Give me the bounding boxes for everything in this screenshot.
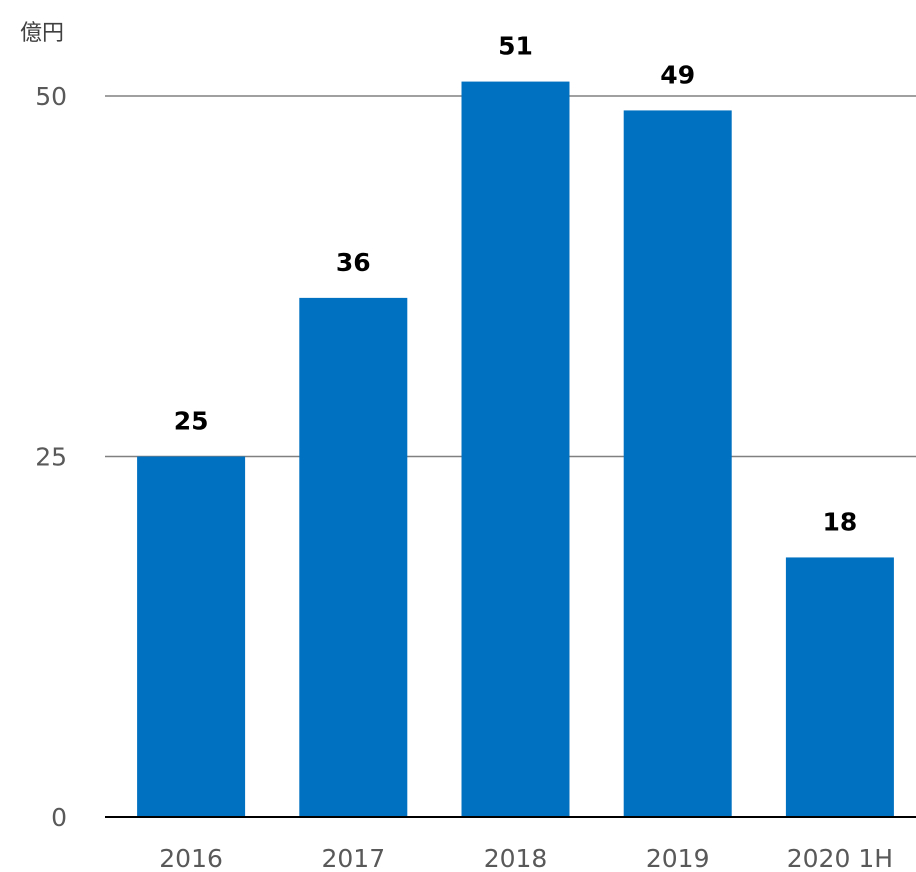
data-labels: 25 36 51 49 18 (174, 32, 858, 537)
bar-2016 (137, 456, 246, 817)
x-category-label: 2017 (321, 844, 385, 872)
x-category-label: 2018 (484, 844, 548, 872)
data-label: 18 (823, 507, 858, 536)
y-tick-label: 0 (51, 803, 67, 832)
bar-2017 (299, 297, 408, 817)
x-axis-categories: 2016 2017 2018 2019 2020 1H (159, 844, 893, 872)
y-axis-unit-label: 億円 (20, 21, 64, 46)
bar-2019 (623, 110, 732, 818)
data-label: 25 (174, 407, 209, 436)
x-category-label: 2020 1H (787, 844, 893, 872)
x-category-label: 2019 (646, 844, 710, 872)
y-tick-label: 50 (35, 82, 67, 111)
bar-2018 (461, 81, 570, 817)
data-label: 36 (336, 248, 371, 277)
bars (137, 81, 894, 818)
x-category-label: 2016 (159, 844, 223, 872)
y-axis-ticks: 0 25 50 (35, 82, 67, 832)
bar-2020-1H (785, 557, 894, 817)
y-tick-label: 25 (35, 443, 67, 472)
data-label: 49 (660, 60, 695, 89)
data-label: 51 (498, 32, 533, 61)
